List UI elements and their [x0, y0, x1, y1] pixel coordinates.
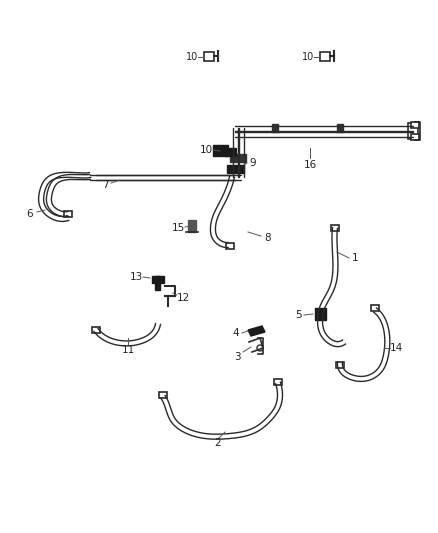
Polygon shape	[315, 308, 326, 320]
Text: 10: 10	[186, 52, 198, 62]
Bar	[204, 52, 214, 61]
Text: 1: 1	[352, 253, 358, 263]
Text: 7: 7	[102, 180, 108, 190]
Polygon shape	[225, 148, 236, 156]
Bar	[411, 134, 419, 140]
Text: 4: 4	[233, 328, 239, 338]
Bar	[331, 225, 339, 231]
Text: 13: 13	[129, 272, 143, 282]
Text: 10: 10	[302, 52, 314, 62]
Text: 15: 15	[171, 223, 185, 233]
Bar	[336, 362, 344, 368]
Bar	[64, 211, 72, 217]
Polygon shape	[227, 165, 244, 173]
Text: 8: 8	[265, 233, 271, 243]
Bar	[411, 122, 419, 128]
Polygon shape	[152, 276, 164, 283]
Text: 5: 5	[295, 310, 301, 320]
Bar	[274, 379, 282, 385]
Text: 11: 11	[121, 345, 134, 355]
Polygon shape	[188, 220, 196, 232]
Polygon shape	[155, 276, 160, 290]
Text: 2: 2	[215, 438, 221, 448]
Text: 6: 6	[27, 209, 33, 219]
Bar	[226, 243, 234, 249]
Polygon shape	[337, 124, 343, 132]
Text: 14: 14	[389, 343, 403, 353]
Bar	[408, 123, 418, 139]
Text: 12: 12	[177, 293, 190, 303]
Bar	[320, 52, 330, 61]
Text: 9: 9	[250, 158, 256, 168]
Text: 10: 10	[199, 145, 212, 155]
Bar	[371, 305, 379, 311]
Text: 3: 3	[234, 352, 240, 362]
Polygon shape	[213, 145, 228, 156]
Polygon shape	[248, 326, 265, 336]
Text: 16: 16	[304, 160, 317, 170]
Bar	[159, 392, 167, 398]
Bar	[92, 327, 100, 333]
Polygon shape	[230, 154, 246, 162]
Polygon shape	[272, 124, 278, 132]
